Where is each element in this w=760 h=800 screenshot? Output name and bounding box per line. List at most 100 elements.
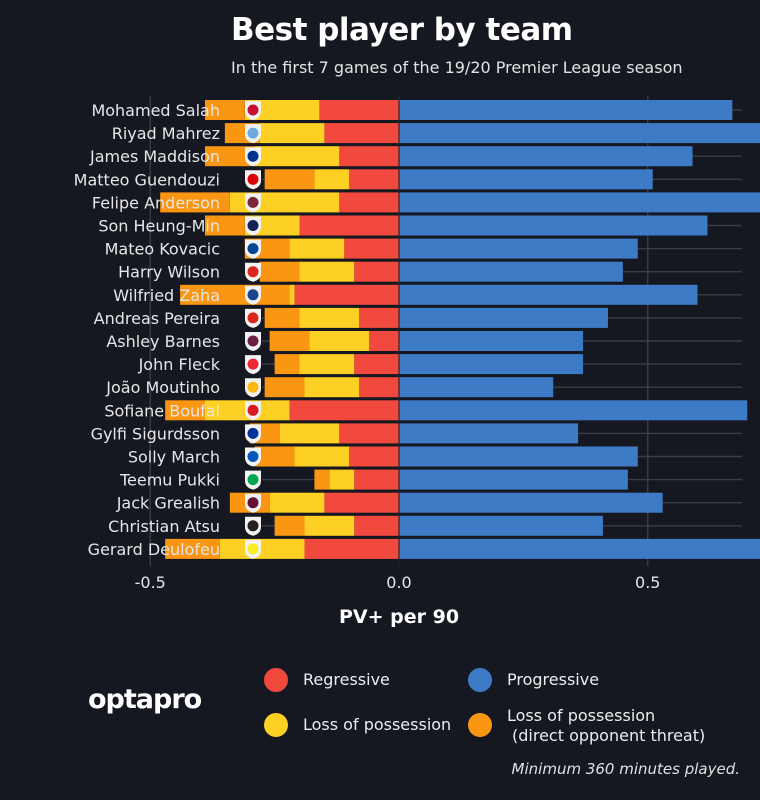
bar-regressive xyxy=(354,354,399,375)
y-tick-label: Mateo Kovacic xyxy=(105,240,220,259)
bar-loss-of-possession-direct-opponent-threat xyxy=(165,538,220,559)
bar-loss-of-possession xyxy=(304,377,360,398)
y-tick-label: Riyad Mahrez xyxy=(112,124,220,143)
bar-loss-of-possession-direct-opponent-threat xyxy=(254,446,295,467)
legend-loss-threat-label-2: (direct opponent threat) xyxy=(512,726,706,745)
x-tick-label: 0.0 xyxy=(386,573,411,592)
bar-progressive xyxy=(399,515,603,536)
y-tick-label: Solly March xyxy=(128,448,220,467)
bar-loss-of-possession-direct-opponent-threat xyxy=(264,169,315,190)
optapro-logo: optapro xyxy=(88,684,202,715)
bar-regressive xyxy=(339,423,399,444)
legend-regressive-label: Regressive xyxy=(303,670,390,689)
bar-progressive xyxy=(399,284,698,305)
bar-loss-of-possession-direct-opponent-threat xyxy=(204,215,245,236)
bar-progressive xyxy=(399,446,638,467)
bar-progressive xyxy=(399,215,708,236)
bar-loss-of-possession xyxy=(299,261,355,282)
team-crest-man-city-emblem xyxy=(247,127,259,139)
bar-progressive xyxy=(399,423,579,444)
bar-progressive xyxy=(399,354,584,375)
y-tick-label: Harry Wilson xyxy=(118,263,220,282)
team-crest-bournemouth-emblem xyxy=(247,266,259,278)
team-crest-burnley-emblem xyxy=(247,335,259,347)
bar-loss-of-possession-direct-opponent-threat xyxy=(204,146,255,167)
bar-loss-of-possession xyxy=(299,307,360,328)
bar-progressive xyxy=(399,331,584,351)
bar-regressive xyxy=(359,307,399,328)
bar-regressive xyxy=(369,331,399,351)
team-crest-man-united-emblem xyxy=(247,312,259,324)
legend-progressive-label: Progressive xyxy=(507,670,600,689)
bar-loss-of-possession-direct-opponent-threat xyxy=(204,100,245,120)
bar-loss-of-possession xyxy=(304,515,355,536)
x-axis-label: PV+ per 90 xyxy=(338,606,460,628)
bar-regressive xyxy=(354,469,399,490)
bar-progressive xyxy=(399,377,554,398)
bar-regressive xyxy=(349,446,399,467)
bar-progressive xyxy=(399,169,653,190)
y-tick-label: Christian Atsu xyxy=(108,517,220,536)
y-tick-label: Gerard Deulofeu xyxy=(88,540,220,559)
bar-regressive xyxy=(324,492,399,513)
bar-loss-of-possession-direct-opponent-threat xyxy=(165,400,205,421)
y-tick-label: Wilfried Zaha xyxy=(113,286,220,305)
y-tick-label: Ashley Barnes xyxy=(106,332,220,351)
bar-loss-of-possession xyxy=(244,100,320,120)
team-crest-leicester-emblem xyxy=(247,150,259,162)
bar-loss-of-possession-direct-opponent-threat xyxy=(180,284,290,305)
y-tick-label: Sofiane Boufal xyxy=(104,401,220,420)
y-tick-label: Gylfi Sigurdsson xyxy=(91,424,220,443)
bar-loss-of-possession xyxy=(329,469,355,490)
bar-loss-of-possession xyxy=(254,146,340,167)
chart-subtitle: In the first 7 games of the 19/20 Premie… xyxy=(231,58,683,77)
y-tick-label: Son Heung-Min xyxy=(98,217,220,236)
bar-loss-of-possession-direct-opponent-threat xyxy=(269,331,310,351)
bar-regressive xyxy=(304,538,399,559)
bar-regressive xyxy=(359,377,399,398)
team-crest-chelsea-emblem xyxy=(247,243,259,255)
bar-progressive xyxy=(399,307,608,328)
bar-progressive xyxy=(399,146,693,167)
legend-regressive-swatch xyxy=(264,668,288,692)
bar-loss-of-possession xyxy=(289,284,295,305)
bar-loss-of-possession xyxy=(299,354,355,375)
bar-progressive xyxy=(399,192,760,213)
team-crest-watford-emblem xyxy=(247,543,259,555)
team-crest-wolves-emblem xyxy=(247,381,259,393)
bar-regressive xyxy=(339,146,399,167)
bar-progressive xyxy=(399,123,760,144)
bar-regressive xyxy=(289,400,399,421)
bar-loss-of-possession-direct-opponent-threat xyxy=(264,377,305,398)
y-tick-label: Jack Grealish xyxy=(116,494,220,513)
legend-loss-threat-swatch xyxy=(468,713,492,737)
bar-progressive xyxy=(399,238,638,259)
y-tick-label: Andreas Pereira xyxy=(94,309,220,328)
legend-loss-swatch xyxy=(264,713,288,737)
team-crest-southampton-emblem xyxy=(247,404,259,416)
team-crest-norwich-emblem xyxy=(247,474,259,486)
bar-progressive xyxy=(399,100,733,120)
y-tick-label: João Moutinho xyxy=(105,378,220,397)
bar-regressive xyxy=(319,100,399,120)
chart-title: Best player by team xyxy=(231,12,573,48)
bar-progressive xyxy=(399,400,748,421)
footnote: Minimum 360 minutes played. xyxy=(511,760,740,778)
x-tick-label: 0.5 xyxy=(635,573,660,592)
x-tick-label: -0.5 xyxy=(135,573,166,592)
team-crest-crystal-palace-emblem xyxy=(247,289,259,301)
bar-chart: Mohamed Salah Riyad Mahrez James Maddison M… xyxy=(74,96,760,592)
legend-loss-threat-label-1: Loss of possession xyxy=(507,706,656,725)
team-crest-brighton-emblem xyxy=(247,451,259,462)
bar-progressive xyxy=(399,538,760,559)
bar-regressive xyxy=(299,215,399,236)
legend-progressive-swatch xyxy=(468,668,492,692)
bar-regressive xyxy=(324,123,399,144)
bar-regressive xyxy=(344,238,399,259)
bar-loss-of-possession xyxy=(294,446,350,467)
team-crest-liverpool-emblem xyxy=(247,104,259,116)
bar-loss-of-possession xyxy=(289,238,345,259)
bar-loss-of-possession-direct-opponent-threat xyxy=(264,307,300,328)
bar-regressive xyxy=(349,169,399,190)
bar-loss-of-possession xyxy=(269,492,325,513)
